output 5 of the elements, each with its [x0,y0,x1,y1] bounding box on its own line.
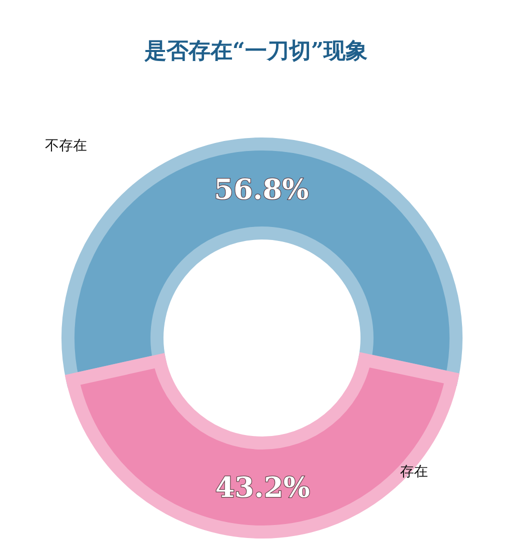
data-label: 56.8% [214,173,309,206]
slice-label: 不存在 [45,138,87,154]
chart-title: 是否存在“一刀切”现象 [143,38,368,64]
data-label: 43.2% [215,471,310,504]
slice-label: 存在 [400,464,428,480]
